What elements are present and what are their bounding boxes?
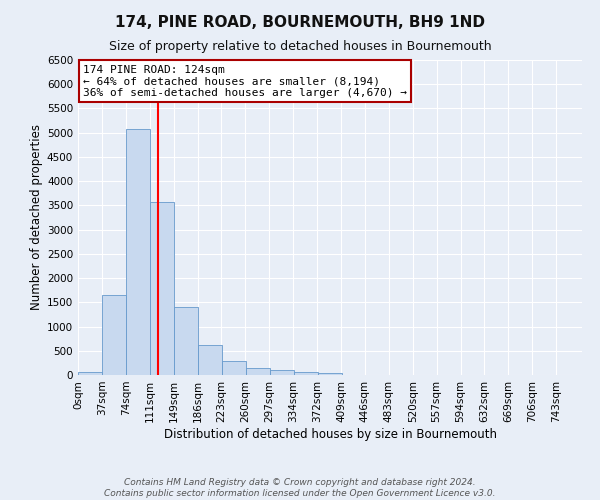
Text: Size of property relative to detached houses in Bournemouth: Size of property relative to detached ho…	[109, 40, 491, 53]
Bar	[126, 129, 150, 375]
Bar	[198, 345, 222, 375]
Bar	[294, 372, 318, 375]
Bar	[174, 307, 198, 375]
X-axis label: Distribution of detached houses by size in Bournemouth: Distribution of detached houses by size …	[163, 428, 497, 440]
Bar	[222, 361, 246, 375]
Text: 174 PINE ROAD: 124sqm
← 64% of detached houses are smaller (8,194)
36% of semi-d: 174 PINE ROAD: 124sqm ← 64% of detached …	[83, 64, 407, 98]
Text: 174, PINE ROAD, BOURNEMOUTH, BH9 1ND: 174, PINE ROAD, BOURNEMOUTH, BH9 1ND	[115, 15, 485, 30]
Text: Contains HM Land Registry data © Crown copyright and database right 2024.
Contai: Contains HM Land Registry data © Crown c…	[104, 478, 496, 498]
Bar	[319, 372, 342, 375]
Bar	[150, 202, 173, 375]
Bar	[78, 372, 102, 375]
Bar	[270, 370, 294, 375]
Y-axis label: Number of detached properties: Number of detached properties	[30, 124, 43, 310]
Bar	[102, 295, 126, 375]
Bar	[246, 368, 270, 375]
